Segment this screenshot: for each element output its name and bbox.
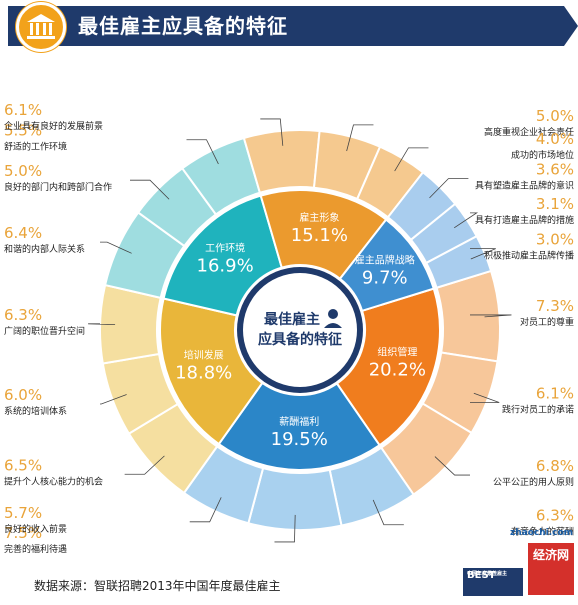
page-title: 最佳雇主应具备的特征 (78, 14, 288, 38)
outer-slice-value: 5.0% (536, 107, 574, 125)
bank-icon (27, 14, 55, 39)
leader-line (434, 456, 470, 476)
outer-slice-value: 6.8% (536, 457, 574, 475)
outer-slice-label: 具有塑造雇主品牌的意识 (475, 180, 574, 192)
outer-slice-value: 5.7% (4, 504, 42, 522)
inner-slice-label: 雇主品牌战略 (355, 253, 415, 266)
leader-line (88, 323, 116, 325)
outer-slice-value: 6.3% (536, 507, 574, 525)
leader-line (372, 499, 404, 526)
outer-slice-label: 完善的福利待遇 (4, 543, 67, 555)
best-logo: BEST 中国年度最佳雇主 (463, 568, 523, 596)
outer-slice-label: 舒适的工作环境 (4, 141, 67, 153)
outer-slice-value: 6.1% (536, 384, 574, 402)
outer-slice-label: 对员工的尊重 (520, 316, 574, 328)
inner-slice-value: 20.2% (369, 360, 426, 381)
outer-slice-value: 6.1% (4, 101, 42, 119)
leader-line (394, 147, 429, 172)
outer-slice-value: 6.3% (4, 306, 42, 324)
inner-slice (162, 194, 284, 317)
outer-slice-value: 5.0% (4, 162, 42, 180)
outer-slice-value: 7.3% (536, 297, 574, 315)
outer-slice-label: 践行对员工的承诺 (502, 403, 574, 415)
outer-slice-label: 公平公正的用人原则 (493, 476, 574, 488)
leader-line (189, 497, 222, 523)
outer-slice (424, 234, 493, 289)
outer-slice-label: 广阔的职位晋升空间 (4, 325, 85, 337)
center-subtitle: 应具备的特征 (258, 331, 342, 348)
outer-slice-value: 3.0% (536, 231, 574, 249)
outer-slice-value: 7.5% (4, 524, 42, 542)
inner-slice-value: 18.8% (175, 363, 232, 384)
inner-slice-value: 9.7% (362, 267, 408, 288)
outer-slice-value: 3.6% (536, 161, 574, 179)
inner-slice (338, 218, 435, 313)
center-title: 最佳雇主 (264, 311, 320, 328)
inner-slice (217, 381, 381, 471)
person-icon (324, 309, 342, 328)
outer-slice-label: 和谐的内部人际关系 (4, 243, 85, 255)
leader-line (130, 179, 170, 200)
center-disc (243, 273, 357, 387)
leader-line (470, 248, 496, 260)
inner-slice-value: 19.5% (271, 429, 328, 450)
leader-line (186, 139, 219, 165)
inner-slice-value: 16.9% (197, 255, 254, 276)
header-bar (8, 6, 578, 46)
outer-slice-label: 积极推动雇主品牌传播 (484, 250, 574, 262)
site-stamp-logo: 经济网 (528, 543, 574, 595)
leader-line (100, 394, 127, 405)
site-logo-text: zhaochi.com (510, 528, 574, 538)
leader-line (453, 212, 479, 229)
leader-line (470, 314, 512, 318)
leader-line (346, 124, 374, 152)
inner-slice-label: 薪酬福利 (279, 415, 319, 428)
outer-slice-label: 提升个人核心能力的机会 (4, 475, 103, 487)
outer-slice-value: 3.1% (536, 195, 574, 213)
outer-slice-value: 5.5% (4, 122, 42, 140)
inner-slice (335, 287, 441, 447)
outer-slice-label: 良好的部门内和跨部门合作 (4, 181, 112, 193)
data-source: 数据来源：智联招聘2013年中国年度最佳雇主 (34, 579, 281, 593)
outer-slice-label: 具有打造雇主品牌的措施 (475, 214, 574, 226)
bank-icon-badge (16, 2, 66, 52)
best-logo-subtitle: 中国年度最佳雇主 (467, 571, 508, 577)
outer-slice-value: 6.0% (4, 386, 42, 404)
outer-slice-label: 良好的收入前景 (4, 523, 67, 535)
leader-line (124, 455, 165, 475)
outer-slice-value: 4.0% (536, 130, 574, 148)
inner-slice-label: 雇主形象 (299, 211, 339, 224)
inner-slice-label: 工作环境 (205, 241, 245, 254)
outer-slice-value: 6.5% (4, 456, 42, 474)
inner-slice-value: 15.1% (291, 225, 348, 246)
leader-line (429, 178, 469, 199)
outer-slice-value: 6.4% (4, 224, 42, 242)
inner-slice (159, 297, 264, 446)
outer-slice-label: 系统的培训体系 (4, 405, 67, 417)
leader-line (470, 392, 500, 403)
outer-slice-label: 高度重视企业社会责任 (484, 126, 574, 138)
inner-slice-label: 培训发展 (184, 349, 224, 362)
leader-line (100, 241, 132, 254)
outer-slice-label: 企业具有良好的发展前景 (4, 120, 103, 132)
leader-line (260, 118, 284, 146)
leader-line (274, 514, 296, 543)
header: 最佳雇主应具备的特征 (0, 0, 578, 56)
inner-slice-label: 组织管理 (377, 346, 417, 359)
best-logo-text: BEST (467, 570, 496, 581)
outer-slice-label: 成功的市场地位 (511, 149, 574, 161)
outer-slice-label: 有竞争力的薪酬 (511, 526, 574, 538)
